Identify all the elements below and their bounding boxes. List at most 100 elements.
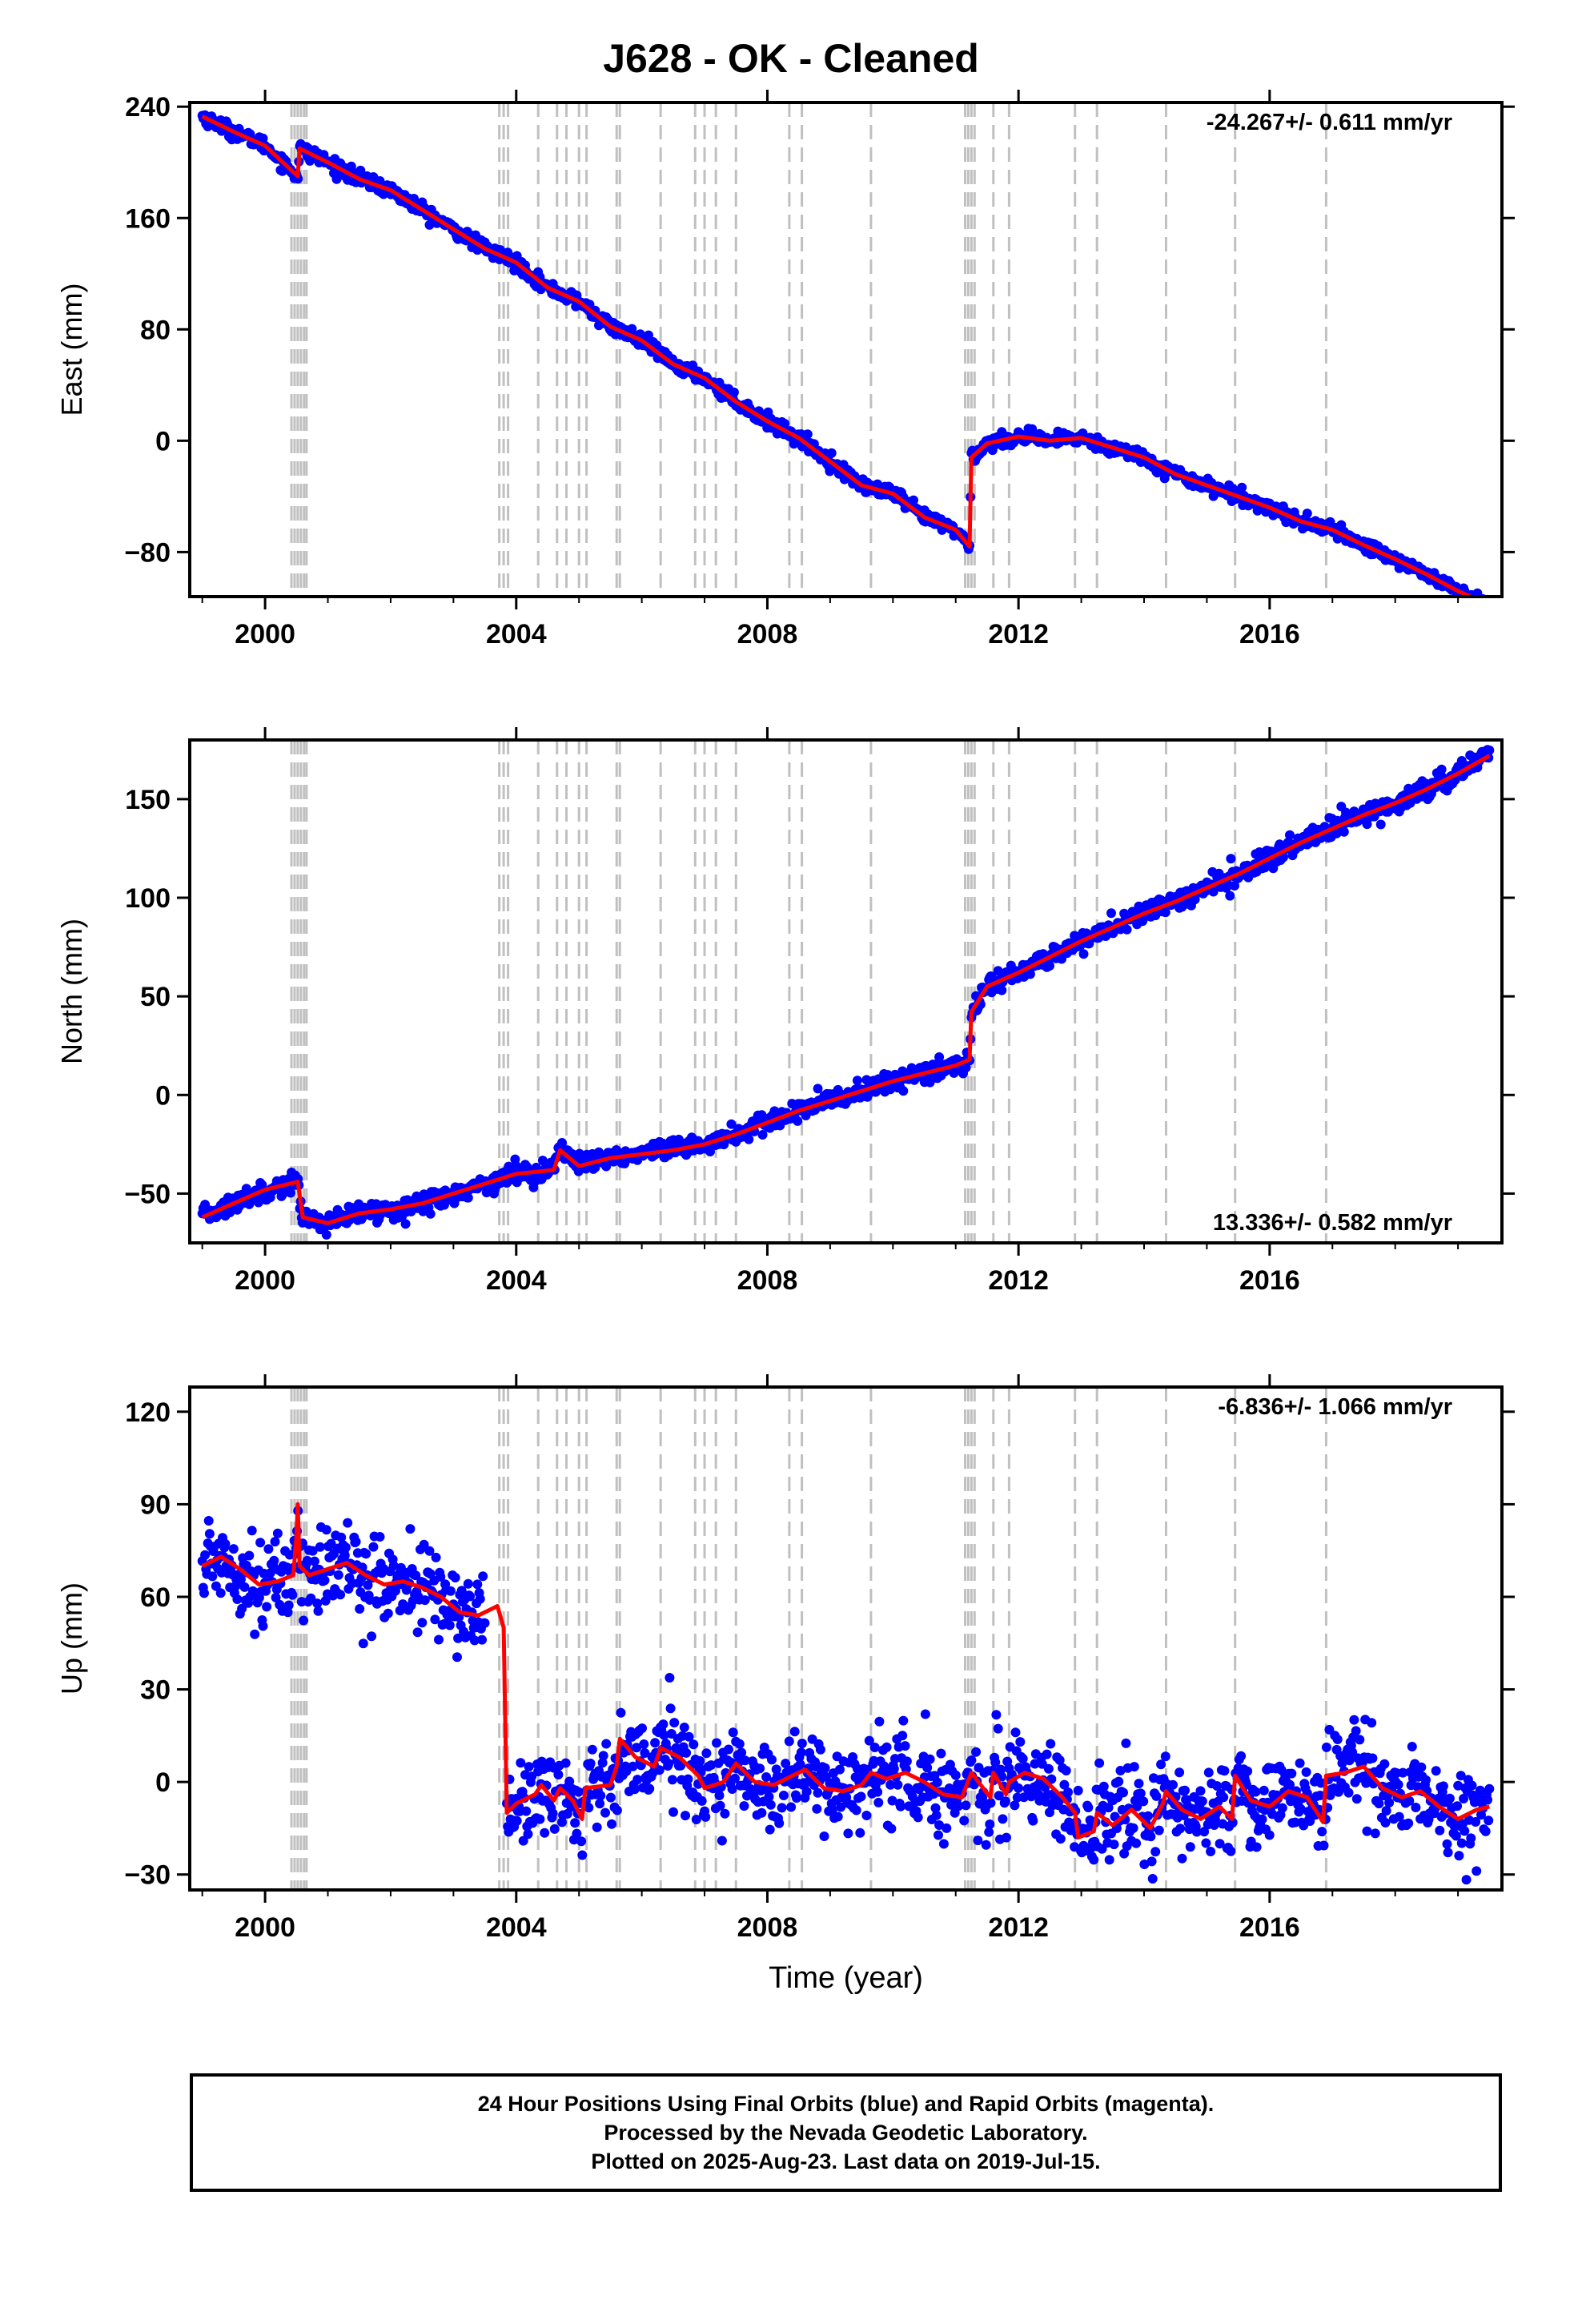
data-point [1251, 1787, 1261, 1797]
data-point [1119, 1848, 1130, 1859]
data-point [1332, 1735, 1343, 1744]
x-tick-label: 2016 [1239, 1265, 1300, 1296]
x-tick-label: 2000 [235, 619, 295, 649]
data-point [456, 1586, 467, 1596]
y-axis-label: East (mm) [55, 283, 88, 416]
data-point [1106, 908, 1116, 919]
data-point [262, 1602, 272, 1612]
data-point [843, 1828, 853, 1839]
data-point [993, 1723, 1003, 1734]
data-point [1351, 1726, 1361, 1736]
data-point [998, 1814, 1008, 1824]
data-point [253, 1197, 263, 1208]
x-tick-label: 2008 [737, 1912, 798, 1943]
rate-label: -24.267+/- 0.611 mm/yr [1207, 110, 1452, 135]
data-point [695, 1756, 705, 1766]
data-point [1201, 1838, 1211, 1848]
data-point [1055, 1834, 1066, 1844]
footer-line-1: 24 Hour Positions Using Final Orbits (bl… [477, 2092, 1215, 2116]
data-point [1134, 1779, 1144, 1789]
data-point [1174, 1767, 1185, 1778]
data-point [1177, 1853, 1187, 1864]
footer-line-2: Processed by the Nevada Geodetic Laborat… [604, 2121, 1088, 2145]
data-point [1215, 1839, 1225, 1849]
data-point [363, 1580, 373, 1590]
data-point [1185, 1842, 1195, 1852]
data-point [819, 1831, 829, 1841]
data-point [1456, 1838, 1467, 1848]
data-point [1466, 1833, 1476, 1844]
data-point [270, 1537, 280, 1547]
data-point [1014, 1783, 1023, 1793]
data-point [1103, 1803, 1114, 1813]
data-point [1089, 1855, 1099, 1865]
data-point [1384, 1798, 1395, 1807]
data-point [797, 1739, 807, 1748]
footer-line-3: Plotted on 2025-Aug-23. Last data on 201… [591, 2149, 1101, 2173]
data-point [665, 1703, 676, 1714]
data-point [1257, 1814, 1267, 1824]
data-point [573, 1787, 584, 1797]
data-point [1416, 1762, 1427, 1772]
data-point [557, 1817, 567, 1827]
data-point [681, 1811, 690, 1821]
data-point [1160, 907, 1170, 918]
x-tick-label: 2012 [988, 1912, 1049, 1943]
data-point [199, 1588, 209, 1598]
data-point [1135, 1788, 1146, 1799]
plot-area [197, 103, 1488, 597]
data-point [412, 1627, 423, 1638]
data-point [244, 1550, 255, 1561]
data-point [590, 1163, 600, 1172]
data-point [358, 1638, 368, 1649]
data-point [524, 1762, 534, 1772]
data-point [984, 1827, 994, 1837]
data-point [1295, 1803, 1306, 1814]
data-point [669, 1807, 678, 1817]
data-point [885, 1779, 896, 1790]
data-point [1302, 509, 1312, 519]
y-axis-label: North (mm) [55, 919, 88, 1064]
data-point [430, 1614, 440, 1625]
data-point [893, 1779, 903, 1790]
data-point [1043, 1763, 1054, 1774]
data-point [1305, 1816, 1315, 1826]
data-point [767, 1755, 777, 1765]
data-point [985, 1819, 995, 1829]
data-point [966, 1755, 977, 1766]
data-point [553, 1770, 564, 1779]
data-point [1030, 1759, 1040, 1769]
data-point [1118, 1787, 1128, 1798]
data-point [1316, 1778, 1326, 1788]
y-tick-label: 160 [125, 203, 171, 234]
data-point [1442, 1839, 1452, 1849]
data-point [909, 495, 918, 505]
data-point [727, 1784, 737, 1794]
data-point [1074, 1896, 1084, 1905]
data-point [452, 1652, 462, 1663]
data-point [333, 1570, 343, 1580]
data-point [1277, 1803, 1287, 1813]
data-point [1403, 1818, 1414, 1828]
data-point [627, 324, 637, 334]
data-point [339, 1550, 350, 1561]
data-point [639, 1739, 649, 1749]
data-point [361, 1549, 371, 1559]
data-point [1456, 1771, 1466, 1781]
data-point [1191, 1827, 1202, 1837]
data-point [1453, 1780, 1464, 1791]
data-point [889, 1763, 899, 1774]
data-point [697, 1795, 707, 1806]
data-point [637, 1723, 647, 1734]
data-point [1295, 1758, 1305, 1768]
data-point [701, 1811, 711, 1822]
data-point [480, 1618, 490, 1628]
data-point [765, 1799, 776, 1810]
data-point [780, 419, 790, 428]
data-point [1472, 1866, 1482, 1876]
data-point [204, 1529, 215, 1539]
data-point [1285, 1779, 1295, 1790]
data-point [1025, 969, 1035, 979]
y-tick-label: 0 [155, 1767, 171, 1798]
plot-frame [188, 1385, 1504, 1892]
